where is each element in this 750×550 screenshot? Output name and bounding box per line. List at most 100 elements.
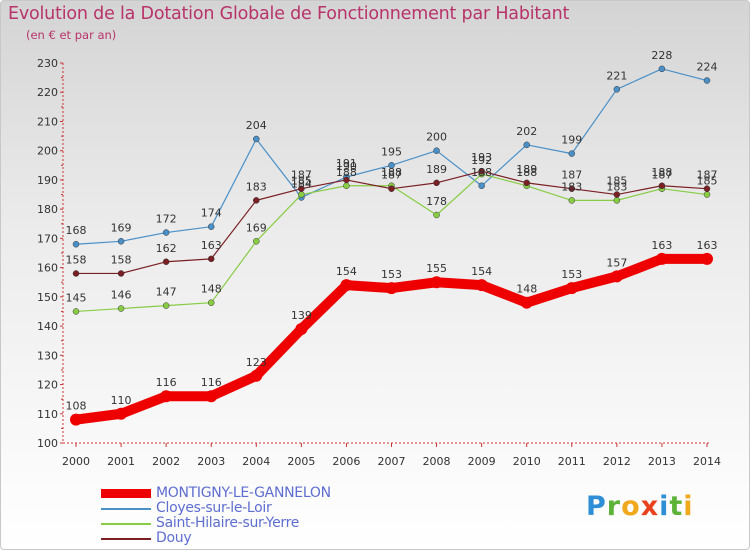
logo-letter: x [640,491,660,522]
data-label: 191 [336,157,357,170]
data-label: 153 [561,268,582,281]
data-label: 193 [471,151,492,164]
data-point [340,279,353,292]
x-tick-label: 2000 [62,455,90,468]
data-point [568,150,576,157]
data-point [613,191,621,198]
legend-label: MONTIGNY-LE-GANNELON [156,485,331,501]
y-tick-label: 150 [37,291,58,304]
y-tick-label: 110 [37,408,58,421]
data-label: 190 [336,160,357,173]
x-tick-label: 2006 [332,455,360,468]
data-point [253,238,260,245]
data-point [253,197,260,204]
data-label: 163 [201,239,222,252]
data-point [205,390,218,403]
data-point [478,167,485,175]
data-label: 172 [156,213,177,226]
data-label: 185 [606,175,627,188]
data-point [523,179,530,187]
x-tick-label: 2002 [152,455,180,468]
data-point [568,197,576,204]
legend-swatch [101,489,151,498]
x-tick-label: 2007 [378,455,406,468]
data-label: 187 [697,169,718,182]
data-label: 147 [156,286,177,299]
data-label: 139 [291,309,312,322]
data-label: 200 [426,131,447,144]
y-tick-label: 220 [37,86,58,99]
data-point [72,270,80,277]
data-label: 183 [561,180,582,193]
x-tick-label: 2004 [242,455,270,468]
data-label: 183 [606,180,627,193]
data-label: 183 [246,180,267,193]
data-label: 188 [336,166,357,179]
data-point [701,252,713,265]
chart-subtitle: (en € et par an) [26,28,117,42]
data-label: 199 [561,134,582,147]
data-label: 224 [697,61,718,74]
legend-label: Cloyes-sur-le-Loir [156,500,272,516]
data-label: 185 [697,175,718,188]
logo-letter: i [683,491,694,522]
data-label: 154 [336,265,357,278]
data-point [523,141,530,149]
series-montigny-le-gannelon [70,252,713,426]
data-label: 148 [516,283,537,296]
data-label: 169 [111,221,132,234]
data-point [475,279,488,292]
data-label: 146 [111,289,132,302]
data-point [385,282,398,295]
y-tick-label: 230 [37,57,58,70]
logo-letter: i [659,491,670,522]
data-label: 189 [426,163,447,176]
legend-swatch [101,538,151,540]
data-label: 158 [111,253,132,266]
data-point [298,191,305,198]
data-label: 178 [426,195,447,208]
data-label: 221 [606,69,627,82]
data-label: 184 [291,177,312,190]
legend-label: Douy [156,530,192,546]
chart-title: Evolution de la Dotation Globale de Fonc… [8,4,570,24]
legend-label: Saint-Hilaire-sur-Yerre [156,515,300,531]
data-label: 153 [381,268,402,281]
data-label: 202 [516,125,537,138]
data-point [703,191,711,198]
series-layer [70,65,713,426]
data-label: 162 [156,242,177,255]
data-point [117,270,125,277]
data-label: 188 [516,166,537,179]
x-tick-label: 2010 [513,455,541,468]
y-tick-label: 170 [37,232,58,245]
x-tick-label: 2013 [648,455,676,468]
data-point [162,258,170,266]
x-tick-label: 2005 [287,455,315,468]
data-label: 187 [291,169,312,182]
x-tick-label: 2008 [423,455,451,468]
data-point [160,390,173,403]
data-label: 169 [246,221,267,234]
legend-swatch [101,523,151,525]
data-label: 228 [651,49,672,62]
y-tick-label: 100 [37,437,58,450]
data-point [162,229,170,236]
data-label: 148 [201,283,222,296]
y-tick-label: 130 [37,349,58,362]
data-label: 116 [201,376,222,389]
data-label: 192 [471,154,492,167]
data-point [478,182,485,190]
proxiti-logo: Proxiti [586,491,694,522]
data-label: 154 [471,265,492,278]
data-point [613,197,621,204]
data-point [253,135,260,143]
data-point [343,182,350,190]
data-point [388,185,395,192]
data-label: 185 [291,175,312,188]
data-point [250,369,263,382]
series-cloyes-sur-le-loir [72,65,711,248]
data-label: 187 [561,169,582,182]
data-label: 157 [606,256,627,269]
data-point [610,270,623,283]
